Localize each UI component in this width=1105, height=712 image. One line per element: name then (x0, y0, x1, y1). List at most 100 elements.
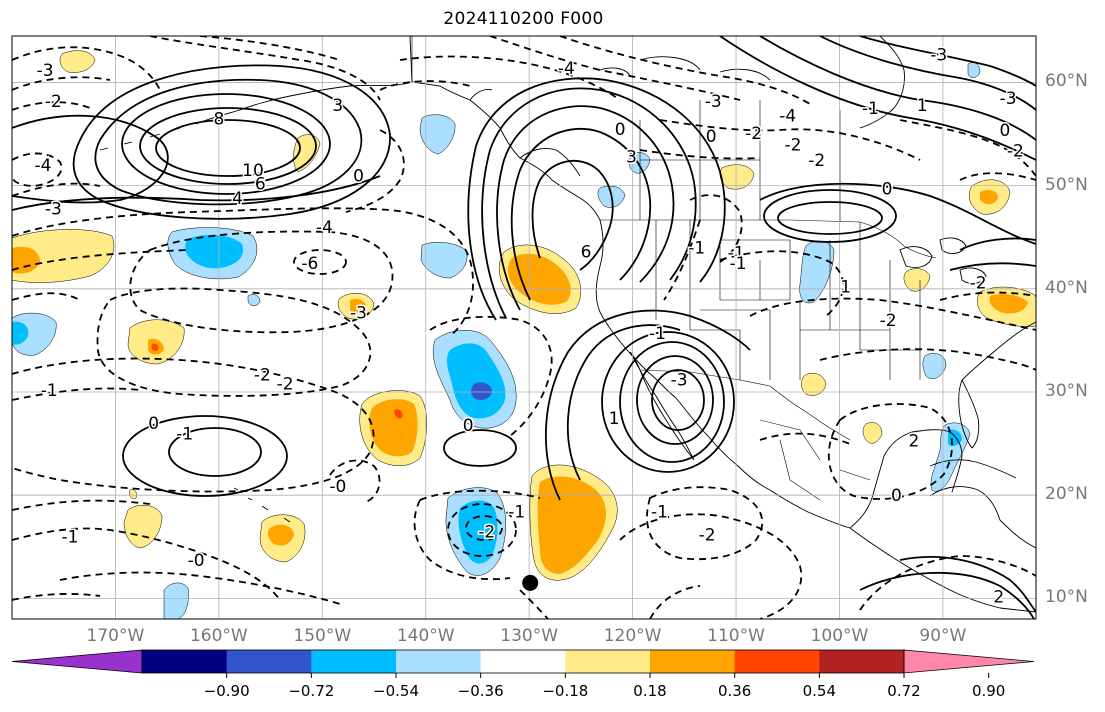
orange-patch (12, 246, 40, 274)
contour-label: -3 (930, 46, 947, 66)
contour-line (12, 593, 101, 601)
contour-line (959, 237, 1036, 251)
contour-label: -4 (316, 218, 333, 238)
contour-line (827, 403, 953, 500)
contour-label: -2 (1007, 142, 1024, 162)
contour-label: -0 (188, 551, 205, 571)
longitude-tick-label: 140°W (396, 626, 455, 646)
contour-line (12, 46, 161, 91)
contour-ring (763, 189, 897, 243)
contour-line (531, 160, 614, 271)
positive-contours (12, 36, 1036, 619)
contour-ring (777, 201, 883, 235)
mexico-states (759, 419, 871, 501)
contour-line (819, 348, 1036, 371)
contour-ring (168, 427, 262, 477)
contour-line (619, 513, 803, 619)
contour-line (899, 119, 1036, 177)
red-core (151, 343, 159, 351)
light-blue-patch (799, 240, 835, 304)
east-coast (961, 321, 1036, 381)
contour-line (510, 128, 652, 301)
colorbar-tick-label: 0.36 (717, 682, 752, 700)
contour-line (759, 182, 1036, 245)
contour-line (689, 194, 743, 263)
yellow-patch (123, 504, 163, 549)
colorbar-bin (650, 650, 736, 673)
colorbar-tick-label: 0.54 (802, 682, 837, 700)
orange-patch (537, 476, 606, 574)
colorbar-tick-label: −0.72 (288, 682, 335, 700)
yellow-patch (59, 50, 96, 73)
contour-line (12, 207, 474, 337)
yellow-patch (129, 489, 137, 499)
contour-line (496, 105, 675, 311)
contour-line (12, 175, 381, 211)
light-blue-patch (967, 62, 981, 78)
contour-line (199, 36, 341, 61)
colorbar-tick-label: −0.18 (542, 682, 589, 700)
contour-line (559, 36, 811, 105)
contour-label: -2 (254, 365, 271, 385)
colorbar-bin (311, 650, 397, 673)
contour-label: -2 (880, 311, 897, 331)
yellow-patch (719, 164, 755, 190)
contour-line (12, 527, 281, 601)
contour-label: -2 (699, 525, 716, 545)
blue-patch (446, 343, 506, 419)
longitude-tick-label: 170°W (86, 626, 145, 646)
contour-ring (601, 331, 735, 473)
contour-line (12, 249, 191, 271)
canada-provinces (639, 100, 841, 222)
orange-patch (980, 190, 998, 205)
gulf-coast (849, 429, 963, 529)
contour-label: 2 (909, 431, 920, 451)
contour-line (719, 250, 845, 317)
orange-patch (350, 298, 366, 313)
contour-label: 0 (882, 180, 893, 200)
colorbar-outline (141, 649, 905, 674)
contour-label: 0 (463, 416, 474, 436)
colorbar-bin (396, 650, 482, 673)
colorbar-tick-label: −0.90 (203, 682, 250, 700)
contour-label: 1 (917, 96, 928, 116)
contour-ring (139, 107, 317, 185)
colorbar-tick-label: −0.36 (457, 682, 504, 700)
graticule (12, 36, 1036, 619)
contour-label: -2 (745, 124, 762, 144)
contour-ring (619, 341, 725, 463)
central-america (849, 527, 1036, 613)
contour-line (12, 292, 81, 301)
red-core (394, 409, 403, 419)
us-mexico-border (639, 369, 851, 441)
contour-label: -2 (808, 151, 825, 171)
contour-line (96, 287, 372, 397)
contour-line (659, 119, 921, 161)
negative-contours (12, 36, 1036, 619)
blue-patch (12, 321, 29, 345)
shaded-fields (12, 50, 1036, 619)
contour-label: -3 (37, 61, 54, 81)
contour-ring (155, 119, 301, 177)
contour-label: -4 (779, 106, 796, 126)
contour-label: 0 (615, 120, 626, 140)
contour-ring (651, 369, 705, 431)
contour-label: -1 (688, 239, 705, 259)
contour-label: -6 (301, 254, 318, 274)
contour-label: 0 (891, 486, 902, 506)
contour-label: -1 (41, 381, 58, 401)
contour-line (759, 432, 851, 445)
colorbar-tick-label: −0.54 (373, 682, 419, 700)
contour-line (649, 585, 701, 619)
latitude-tick-label: 10°N (1045, 587, 1088, 608)
dark-blue-core (471, 382, 492, 400)
contour-label: -2 (45, 92, 62, 112)
latitude-tick-label: 20°N (1045, 484, 1088, 505)
light-blue-patch (247, 294, 261, 306)
contour-ring (121, 93, 331, 195)
contour-line (859, 36, 1036, 87)
light-blue-patch (922, 353, 947, 379)
orange-patch (507, 253, 571, 305)
blue-patch (185, 234, 244, 269)
contour-line (59, 571, 341, 605)
